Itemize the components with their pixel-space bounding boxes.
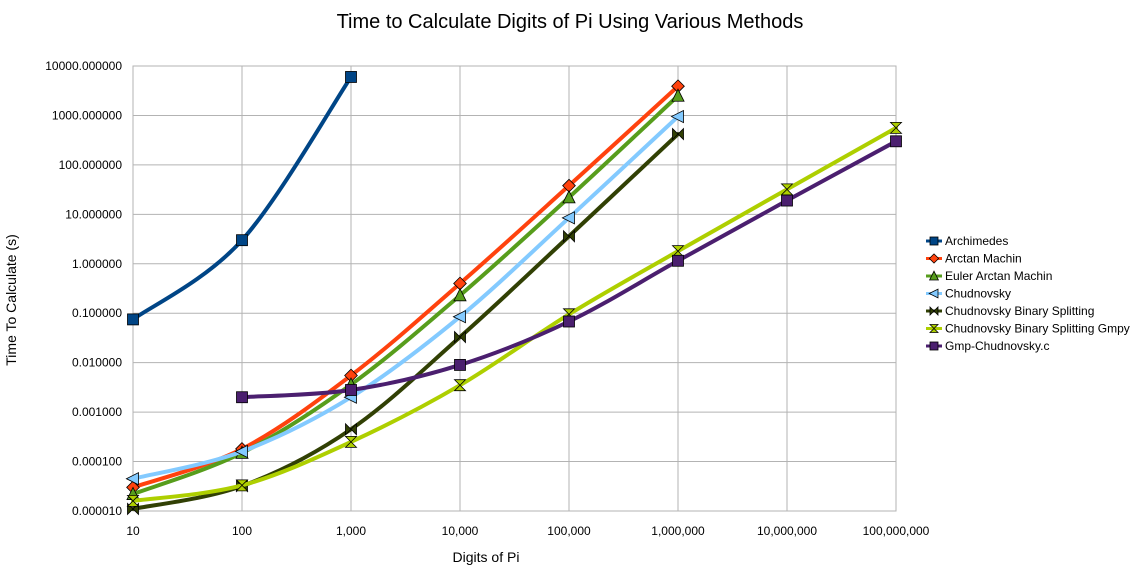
legend-item: Chudnovsky	[926, 287, 1011, 301]
y-tick-label: 1000.000000	[52, 108, 122, 122]
y-tick-label: 1.000000	[72, 257, 122, 271]
data-point	[236, 391, 248, 404]
data-point	[235, 479, 249, 492]
y-tick-label: 0.100000	[72, 306, 122, 320]
x-tick-label: 100,000,000	[863, 524, 930, 538]
series-6	[236, 135, 902, 404]
legend-swatch-marker	[928, 270, 940, 281]
series-1	[126, 79, 685, 495]
data-point	[344, 435, 358, 448]
series-line	[131, 125, 898, 503]
legend-label: Archimedes	[945, 234, 1008, 248]
legend-swatch-marker	[929, 341, 939, 351]
legend-label: Chudnovsky	[945, 287, 1011, 301]
data-point	[345, 71, 357, 83]
data-point	[563, 229, 575, 243]
data-point	[345, 384, 357, 396]
series-line	[131, 93, 680, 497]
data-point	[672, 254, 684, 267]
data-point	[561, 211, 575, 225]
x-tick-label: 10	[126, 524, 140, 538]
data-point	[672, 127, 684, 141]
data-point	[454, 359, 466, 371]
legend-label: Gmp-Chudnovsky.c	[945, 339, 1049, 353]
legend-item: Archimedes	[926, 234, 1008, 248]
data-point	[670, 109, 684, 124]
legend-label: Arctan Machin	[945, 252, 1022, 266]
legend-item: Chudnovsky Binary Splitting Gmpy	[926, 322, 1130, 336]
y-tick-label: 0.010000	[72, 356, 122, 370]
chart-title: Time to Calculate Digits of Pi Using Var…	[337, 11, 804, 33]
x-tick-label: 1,000	[336, 524, 366, 538]
legend-swatch-marker	[929, 324, 939, 333]
legend-item: Chudnovsky Binary Splitting	[926, 304, 1094, 318]
data-point	[452, 310, 466, 324]
data-point	[453, 287, 467, 302]
legend: Archimedes Arctan Machin Euler Arctan Mach…	[926, 234, 1130, 353]
y-axis-label: Time To Calculate (s)	[3, 234, 19, 365]
y-tick-label: 0.000100	[72, 455, 122, 469]
legend-item: Arctan Machin	[926, 252, 1022, 266]
y-tick-label: 0.000010	[72, 504, 122, 518]
x-tick-label: 10,000	[442, 524, 479, 538]
y-tick-label: 0.001000	[72, 405, 122, 419]
y-tick-label: 10000.000000	[45, 59, 122, 73]
data-point	[563, 315, 575, 328]
x-tick-label: 1,000,000	[651, 524, 705, 538]
data-point	[126, 495, 140, 507]
data-point	[236, 234, 248, 247]
legend-swatch-marker	[929, 236, 939, 246]
x-tick-label: 100	[232, 524, 252, 538]
y-tick-label: 10.000000	[65, 207, 122, 221]
data-point	[127, 313, 139, 326]
data-point	[671, 88, 685, 102]
data-point	[562, 189, 576, 204]
legend-item: Gmp-Chudnovsky.c	[926, 339, 1049, 353]
legend-swatch-marker	[928, 253, 940, 264]
data-point	[890, 135, 902, 148]
x-axis-label: Digits of Pi	[453, 549, 520, 565]
data-point	[345, 422, 357, 436]
x-tick-label: 100,000	[547, 524, 591, 538]
legend-swatch-marker	[929, 306, 939, 316]
legend-label: Chudnovsky Binary Splitting Gmpy	[945, 322, 1130, 336]
series-line	[131, 84, 680, 490]
data-point	[889, 121, 903, 134]
y-tick-label: 100.000000	[59, 158, 123, 172]
series-layer	[125, 71, 903, 516]
legend-swatch-marker	[928, 288, 939, 299]
axes: 0.000010 0.000100 0.001000 0.010000 0.100000…	[45, 59, 929, 538]
data-point	[234, 444, 248, 459]
legend-label: Chudnovsky Binary Splitting	[945, 304, 1094, 318]
x-tick-label: 10,000,000	[757, 524, 817, 538]
legend-item: Euler Arctan Machin	[926, 269, 1052, 283]
data-point	[453, 379, 467, 392]
series-0	[127, 71, 357, 326]
data-point	[781, 194, 793, 207]
legend-label: Euler Arctan Machin	[945, 269, 1052, 283]
data-point	[125, 472, 139, 486]
series-3	[125, 109, 684, 486]
grid	[132, 65, 897, 512]
data-point	[454, 330, 466, 344]
